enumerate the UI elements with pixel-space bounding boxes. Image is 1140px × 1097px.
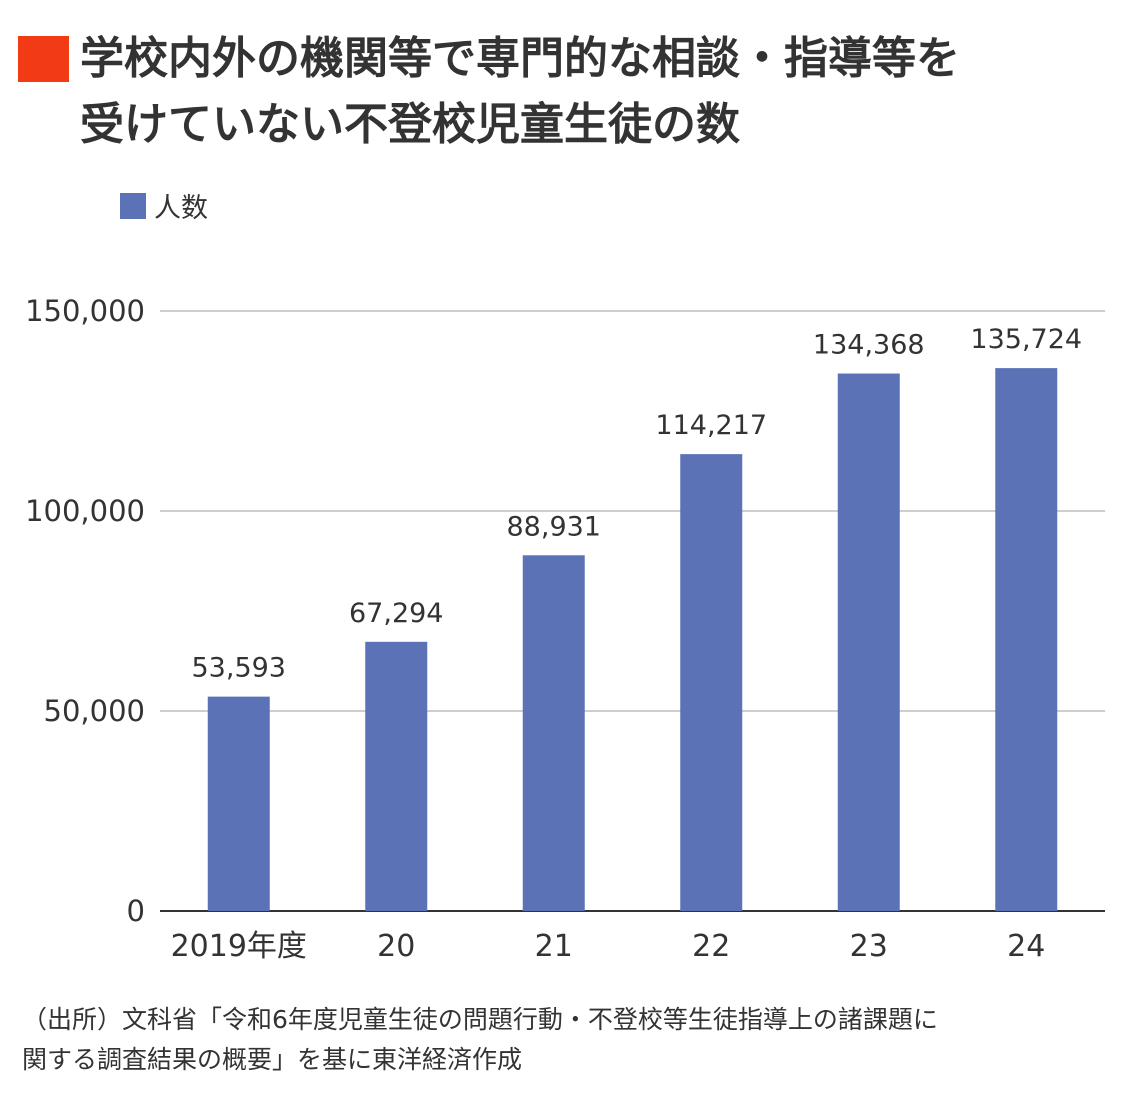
title-marker <box>18 36 69 82</box>
data-label: 134,368 <box>813 330 925 361</box>
bar <box>522 555 585 911</box>
x-tick-label: 21 <box>535 929 573 964</box>
bar <box>837 373 900 911</box>
y-axis-tick-labels: 0 50,000 100,000 150,000 <box>25 294 145 928</box>
bar <box>207 696 270 911</box>
y-tick-label: 0 <box>127 894 145 928</box>
data-label: 114,217 <box>655 410 767 441</box>
x-axis-tick-labels: 2019年度 20 21 22 23 24 <box>171 929 1046 964</box>
data-label: 135,724 <box>970 324 1082 355</box>
data-labels: 53,593 67,294 88,931 114,217 134,368 135,724 <box>192 324 1083 684</box>
bars <box>207 368 1058 911</box>
x-tick-label: 20 <box>377 929 415 964</box>
source-note: （出所）文科省「令和6年度児童生徒の問題行動・不登校等生徒指導上の諸課題に 関す… <box>22 1005 938 1074</box>
bar-chart: 0 50,000 100,000 150,000 53,593 67,294 88,931… <box>25 294 1105 964</box>
bar <box>995 368 1058 911</box>
grid-lines <box>160 310 1105 912</box>
y-tick-label: 150,000 <box>25 294 145 328</box>
legend: 人数 <box>120 186 208 225</box>
x-tick-label: 2019年度 <box>171 929 307 964</box>
y-tick-label: 50,000 <box>44 694 145 728</box>
x-tick-label: 22 <box>692 929 730 964</box>
y-tick-label: 100,000 <box>25 494 145 528</box>
x-tick-label: 24 <box>1007 929 1045 964</box>
legend-label: 人数 <box>154 193 208 224</box>
bar <box>680 454 743 911</box>
data-label: 53,593 <box>192 653 286 684</box>
x-tick-label: 23 <box>850 929 888 964</box>
chart-title: 学校内外の機関等で専門的な相談・指導等を 受けていない不登校児童生徒の数 <box>80 33 960 150</box>
data-label: 67,294 <box>349 598 443 629</box>
bar <box>365 641 428 911</box>
legend-swatch <box>120 192 146 219</box>
data-label: 88,931 <box>507 511 601 542</box>
